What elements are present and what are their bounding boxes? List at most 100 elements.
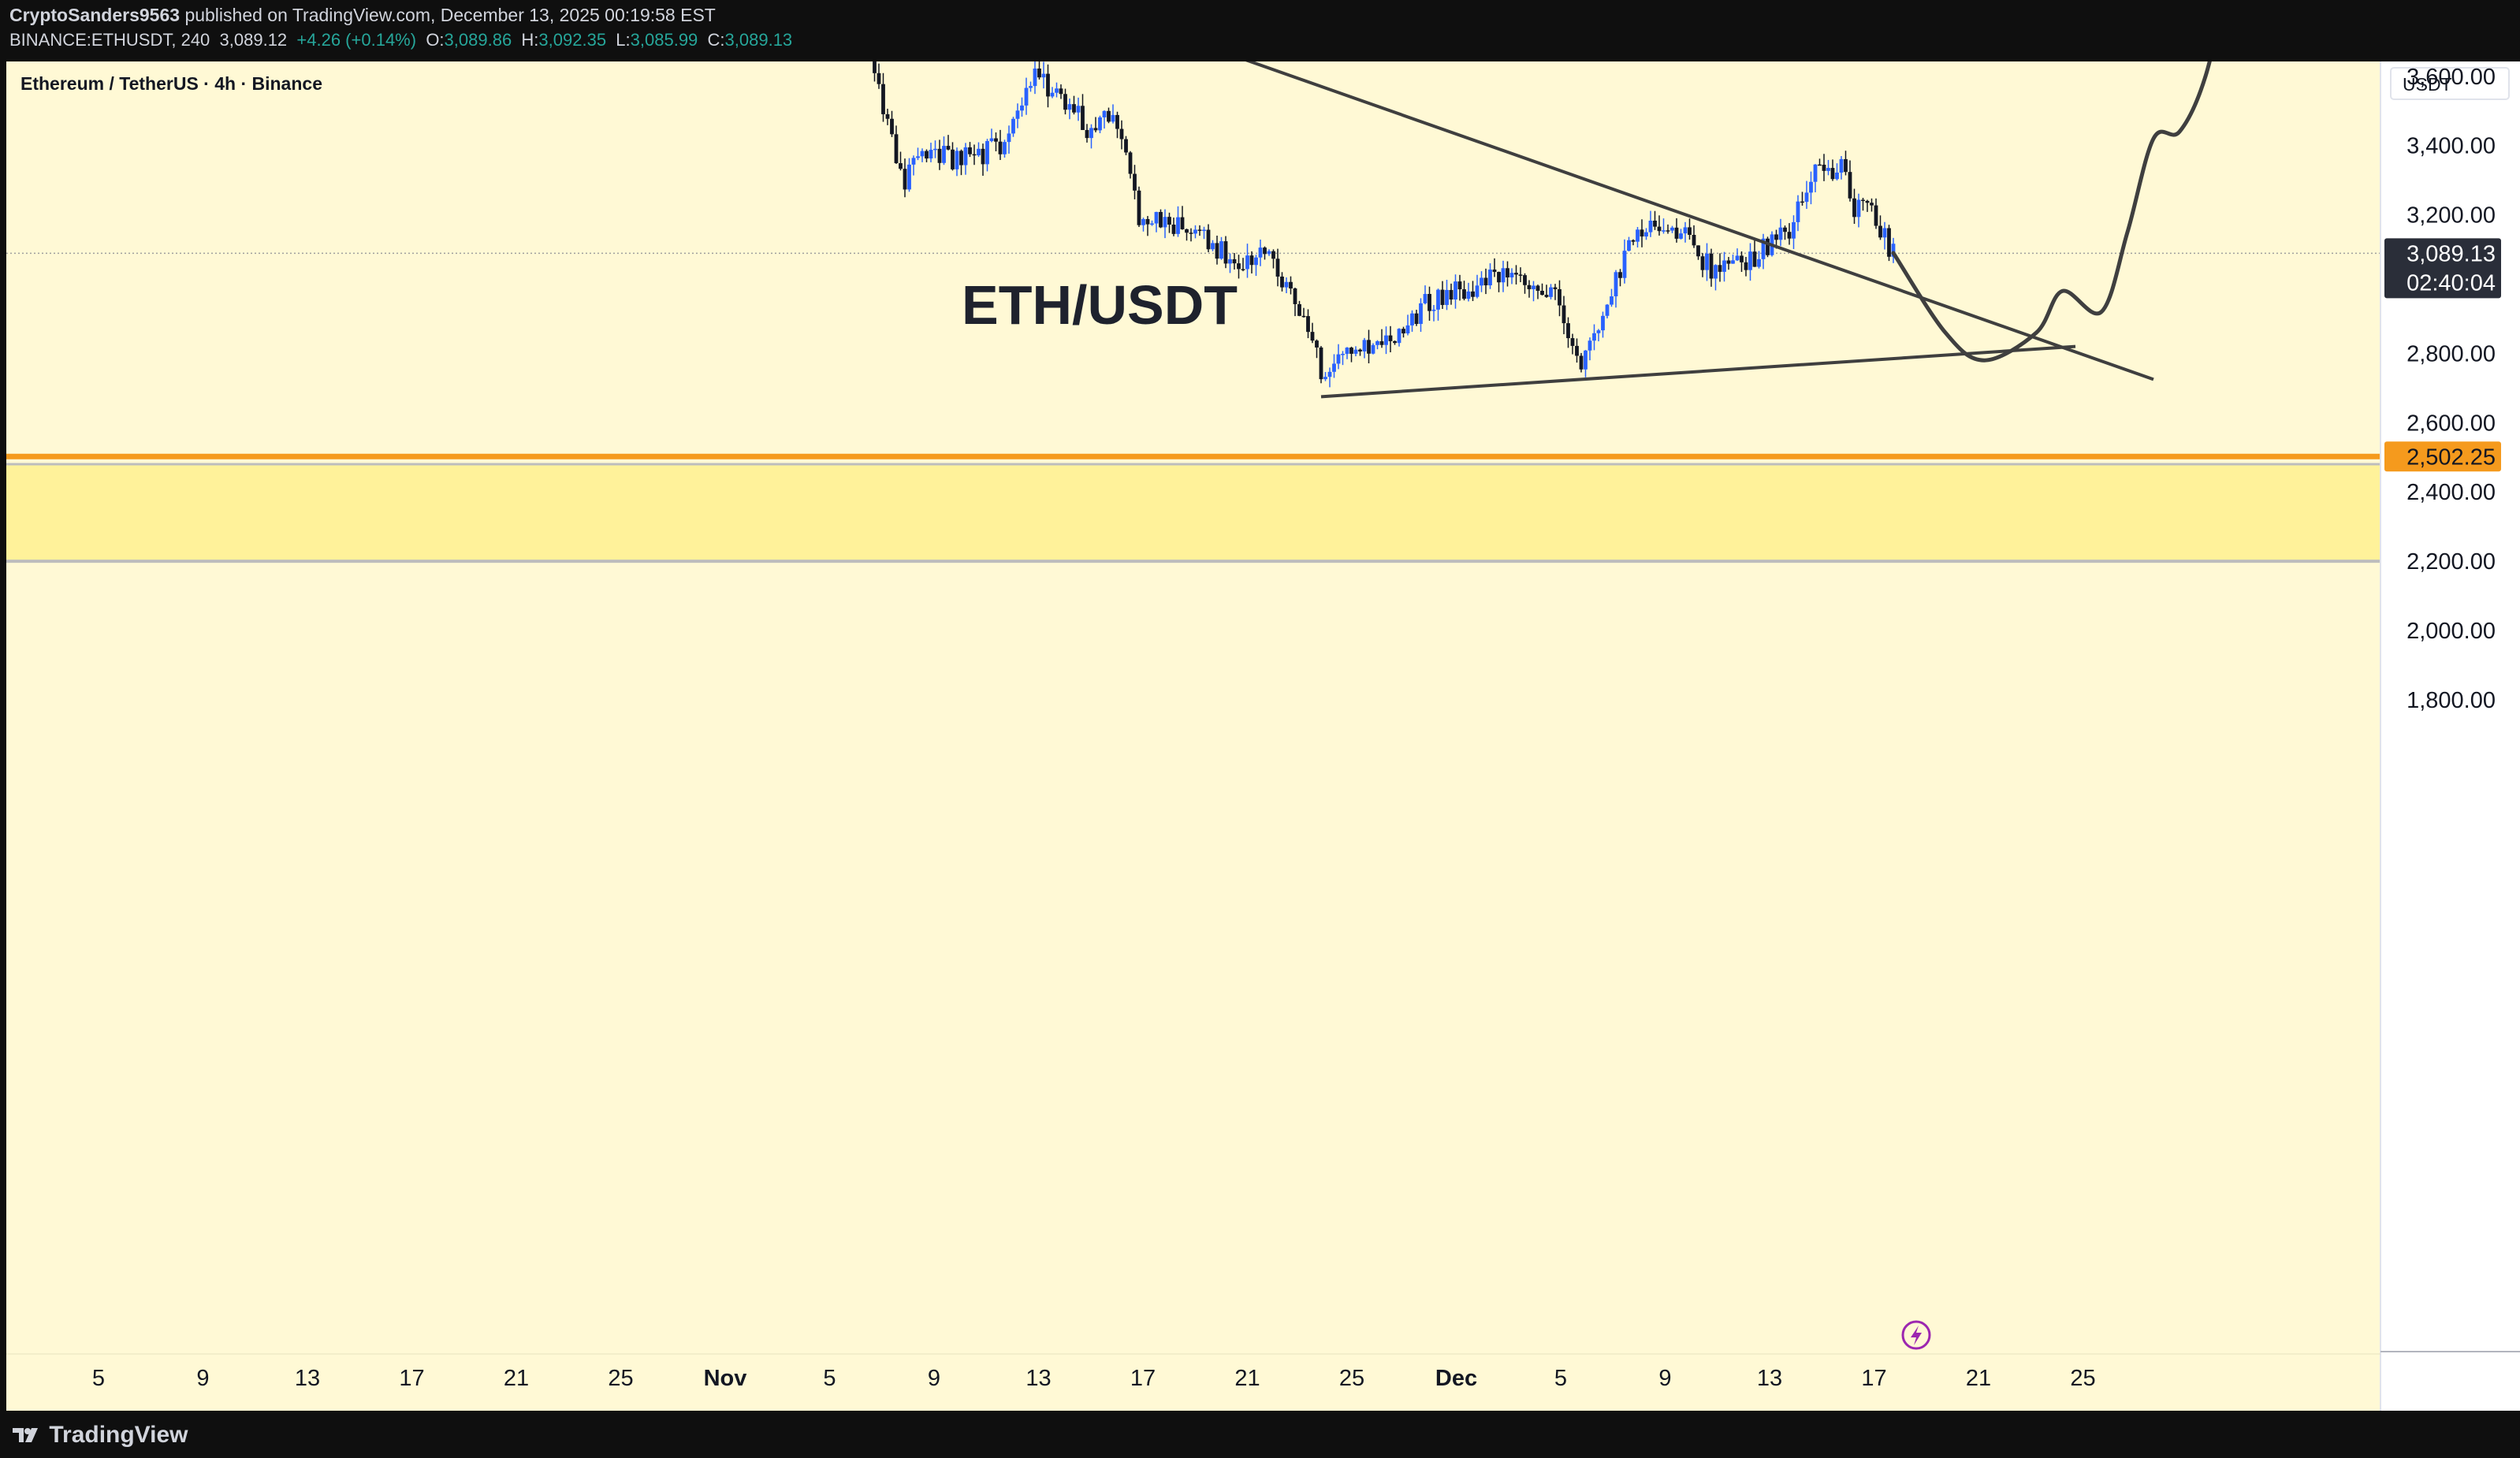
candle [1887, 225, 1891, 262]
high-value: 3,092.35 [538, 30, 607, 50]
close-value: 3,089.13 [724, 30, 793, 50]
price-chart[interactable]: USDT 5,200.005,000.004,600.004,400.004,2… [0, 61, 2520, 1411]
candle [1813, 164, 1818, 193]
candle [1653, 210, 1657, 230]
candle [1631, 239, 1636, 246]
candle [1527, 280, 1532, 298]
candle [1341, 351, 1345, 366]
candle [1614, 270, 1618, 308]
candle [1679, 229, 1683, 240]
author-name[interactable]: CryptoSanders9563 [9, 5, 181, 25]
candle [1636, 227, 1640, 248]
candle [1150, 220, 1154, 226]
candle [1215, 236, 1219, 265]
candle [1362, 337, 1367, 359]
support-zone[interactable] [6, 464, 2380, 562]
candle [937, 139, 942, 170]
ascending-support-line[interactable] [1320, 344, 2076, 399]
candle [968, 142, 972, 158]
candle [1345, 347, 1349, 359]
candle [1844, 151, 1848, 176]
open-label: O: [426, 30, 445, 50]
candle [1605, 303, 1610, 319]
candle [1562, 296, 1566, 335]
candle [1640, 219, 1644, 247]
candle [920, 148, 925, 162]
candle [1752, 240, 1757, 267]
candle [1518, 267, 1523, 283]
candle [925, 149, 929, 162]
x-tick-label: 21 [504, 1366, 529, 1391]
candle [1692, 225, 1696, 248]
candle [1206, 224, 1211, 253]
candle [1683, 221, 1688, 243]
candle [890, 110, 894, 137]
candle [1271, 249, 1275, 269]
candle [955, 147, 959, 177]
candle [1249, 251, 1254, 273]
candle [1618, 269, 1622, 287]
candle [1171, 218, 1176, 236]
candle [1436, 288, 1440, 321]
candle [1744, 257, 1748, 277]
x-tick-label: 17 [1130, 1366, 1156, 1391]
candle [1579, 352, 1584, 373]
candle [1644, 228, 1648, 240]
candle [1674, 218, 1679, 243]
candle [1405, 314, 1410, 336]
candle [1211, 240, 1215, 251]
candle [1306, 309, 1310, 339]
candle [1792, 215, 1796, 250]
x-tick-label: 25 [1339, 1366, 1364, 1391]
tradingview-logo[interactable]: TradingView [11, 1422, 188, 1449]
candle [1353, 346, 1358, 357]
candle [1189, 228, 1193, 242]
candle [1662, 218, 1666, 234]
y-tick-label: 3,600.00 [2406, 65, 2496, 90]
support-price-tag [2384, 441, 2501, 472]
lightning-icon[interactable] [1901, 1320, 1931, 1350]
candle [1570, 333, 1575, 355]
tradingview-logo-icon [13, 1428, 38, 1442]
candle [1141, 218, 1145, 232]
candle [1696, 245, 1700, 260]
candle [1804, 180, 1809, 210]
candle [1093, 117, 1098, 132]
candle [1558, 280, 1562, 317]
candle [1059, 84, 1063, 99]
candle [1856, 193, 1861, 228]
candle [1466, 282, 1471, 302]
candle [1371, 343, 1375, 355]
candle [1891, 237, 1896, 263]
candle [1584, 350, 1588, 378]
candle [1757, 251, 1761, 269]
candle [1865, 199, 1870, 212]
last-price-tag [2384, 238, 2501, 299]
legend-title: Ethereum / TetherUS · 4h · Binance [20, 73, 322, 94]
candle [1015, 103, 1020, 128]
x-tick-label: 5 [1554, 1366, 1567, 1391]
candle [1133, 165, 1137, 199]
candle [1119, 120, 1124, 150]
candle [1228, 253, 1232, 273]
footer-bar: TradingView [0, 1411, 2520, 1458]
candle [1003, 139, 1007, 158]
candle [1622, 239, 1627, 284]
candle [1809, 171, 1813, 205]
candle [951, 142, 955, 171]
candle [1431, 305, 1436, 322]
publish-text: published on TradingView.com, December 1… [184, 5, 716, 25]
descending-trendline[interactable] [151, 61, 2154, 381]
candle [1596, 329, 1601, 342]
candle [1457, 274, 1462, 301]
candle [1085, 124, 1089, 143]
candle [1041, 61, 1046, 89]
candle [911, 155, 916, 176]
candle [1475, 274, 1480, 299]
chart-title: ETH/USDT [962, 274, 1238, 336]
candle [1718, 253, 1722, 282]
currency-button[interactable] [2390, 67, 2510, 100]
candle [1492, 258, 1497, 277]
projection-path[interactable] [1891, 61, 2232, 363]
candle [1379, 329, 1384, 348]
